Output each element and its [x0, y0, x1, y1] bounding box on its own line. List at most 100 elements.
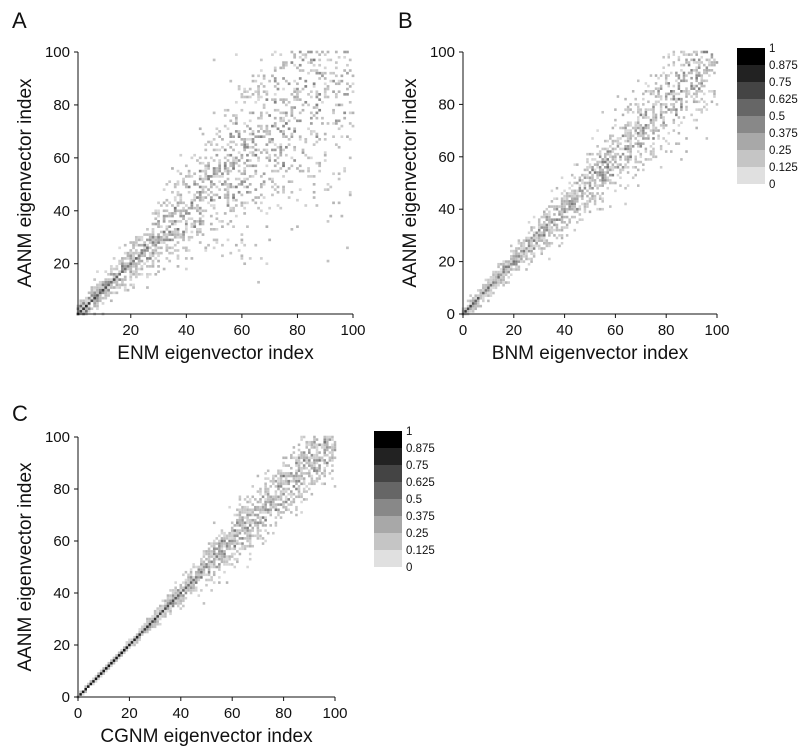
heatmap-cell: [680, 100, 683, 104]
heatmap-cell: [667, 142, 670, 145]
heatmap-cell: [284, 495, 288, 499]
heatmap-cell: [179, 193, 183, 197]
heatmap-cell: [143, 625, 147, 629]
heatmap-cell: [240, 238, 244, 242]
heatmap-cell: [209, 196, 213, 199]
heatmap-cell: [212, 573, 216, 577]
heatmap-cell: [204, 209, 208, 213]
heatmap-cell: [207, 552, 211, 556]
heatmap-cell-diagonal: [179, 591, 183, 595]
heatmap-cell: [492, 273, 495, 276]
heatmap-cell-diagonal: [198, 196, 202, 199]
heatmap-cell: [202, 552, 206, 556]
heatmap-cell: [268, 238, 272, 242]
heatmap-cell: [179, 594, 183, 597]
heatmap-cell: [323, 159, 327, 162]
heatmap-cell: [179, 596, 183, 600]
heatmap-cell: [588, 165, 592, 169]
heatmap-cell: [165, 235, 169, 239]
heatmap-cell: [705, 58, 709, 62]
heatmap-cell: [515, 252, 518, 256]
heatmap-cell: [307, 61, 310, 64]
heatmap-cell: [123, 286, 127, 289]
heatmap-cell: [682, 116, 686, 119]
heatmap-cell-diagonal: [550, 221, 554, 224]
heatmap-cell: [179, 153, 183, 157]
heatmap-cell: [158, 607, 162, 610]
heatmap-cell: [543, 226, 546, 229]
heatmap-cell: [318, 161, 322, 165]
heatmap-cell-diagonal: [156, 615, 159, 618]
heatmap-cell-diagonal: [225, 544, 229, 548]
heatmap-cell: [254, 534, 257, 538]
heatmap-cell: [173, 185, 177, 189]
heatmap-cell: [189, 573, 193, 577]
heatmap-cell: [525, 268, 528, 271]
heatmap-cell: [320, 456, 324, 460]
heatmap-cell: [654, 116, 658, 119]
heatmap-cell: [530, 252, 533, 256]
heatmap-cell: [272, 503, 275, 506]
heatmap-cell: [596, 160, 599, 164]
heatmap-cell: [112, 656, 116, 660]
heatmap-cell: [482, 289, 485, 292]
heatmap-cell: [148, 233, 152, 236]
heatmap-cell: [220, 555, 224, 558]
y-tick-label: 80: [438, 96, 455, 113]
heatmap-cell: [248, 159, 252, 162]
heatmap-cell: [151, 625, 154, 629]
heatmap-cell: [593, 194, 597, 198]
heatmap-cell: [639, 124, 643, 127]
heatmap-cell: [132, 286, 135, 289]
heatmap-cell: [274, 474, 278, 478]
heatmap-cell: [210, 563, 213, 566]
heatmap-cell: [228, 555, 231, 558]
heatmap-cell: [254, 201, 258, 205]
heatmap-cell: [240, 204, 244, 207]
heatmap-cell: [548, 215, 551, 219]
heatmap-cell: [293, 63, 297, 67]
heatmap-cell: [304, 153, 308, 157]
heatmap-cell: [708, 90, 711, 93]
heatmap-cell: [287, 138, 291, 141]
heatmap-cell: [527, 241, 531, 245]
heatmap-cell: [659, 110, 663, 114]
heatmap-cell: [290, 111, 294, 115]
heatmap-cell: [591, 179, 594, 182]
heatmap-cell: [109, 272, 113, 276]
heatmap-cell: [568, 202, 571, 206]
heatmap-cell: [232, 122, 235, 125]
heatmap-cell: [279, 511, 283, 514]
heatmap-cell: [629, 145, 632, 148]
heatmap-cell: [226, 190, 230, 194]
heatmap-cell: [265, 225, 269, 228]
heatmap-cell: [624, 202, 627, 206]
heatmap-cell: [212, 167, 216, 170]
heatmap-cell: [215, 542, 219, 545]
heatmap-cell: [548, 241, 551, 245]
heatmap-cell: [282, 130, 285, 133]
heatmap-cell: [279, 148, 283, 152]
heatmap-cell: [146, 243, 149, 247]
heatmap-cell: [637, 118, 640, 122]
heatmap-cell: [510, 244, 513, 248]
heatmap-cell: [540, 236, 543, 240]
heatmap-cell: [695, 118, 698, 122]
heatmap-cell-diagonal: [102, 669, 105, 673]
heatmap-cell: [268, 206, 272, 210]
heatmap-cell: [649, 118, 653, 122]
heatmap-cell: [672, 97, 676, 101]
heatmap-cell: [568, 221, 571, 224]
heatmap-cell: [204, 190, 208, 194]
heatmap-cell: [220, 552, 224, 556]
heatmap-cell: [312, 85, 316, 88]
heatmap-cell: [146, 238, 149, 242]
heatmap-cell: [292, 451, 296, 454]
heatmap-cell: [323, 469, 326, 473]
heatmap-cell: [304, 79, 308, 83]
heatmap-cell: [537, 247, 541, 250]
heatmap-cell: [259, 498, 262, 501]
heatmap-cell: [348, 69, 352, 72]
heatmap-cell: [259, 185, 263, 189]
heatmap-cell: [690, 76, 693, 80]
